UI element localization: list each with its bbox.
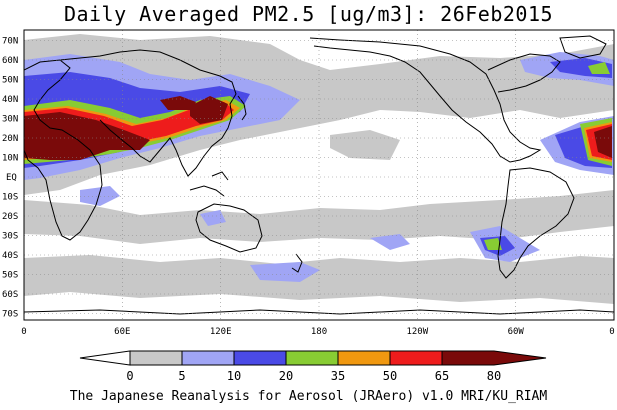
- coastlines: [24, 35, 614, 315]
- pm25-band-80-plus: [24, 96, 612, 160]
- colorbar-label: 10: [227, 369, 241, 383]
- colorbar-swatch: [441, 350, 547, 366]
- colorbar-swatch: [285, 350, 339, 366]
- lat-label: 10N: [2, 154, 18, 164]
- colorbar-swatch: [79, 350, 131, 366]
- colorbar-swatch: [129, 350, 183, 366]
- map-frame: [23, 29, 615, 321]
- colorbar-label: 0: [126, 369, 133, 383]
- latitude-labels: 70N 60N 50N 40N 30N 20N 10N EQ 10S 20S 3…: [2, 37, 18, 320]
- colorbar-label: 20: [279, 369, 293, 383]
- colorbar-label: 65: [435, 369, 449, 383]
- lon-label: 180: [311, 327, 327, 337]
- lat-label: EQ: [6, 173, 17, 183]
- lat-label: 40N: [2, 95, 18, 105]
- lat-label: 60S: [2, 290, 18, 300]
- map-panel: [24, 30, 614, 320]
- lat-label: 30N: [2, 115, 18, 125]
- lat-label: 70S: [2, 310, 18, 320]
- lat-label: 10S: [2, 193, 18, 203]
- lon-label: 60E: [114, 327, 130, 337]
- colorbar-swatch: [337, 350, 391, 366]
- longitude-labels: 0 60E 120E 180 120W 60W 0: [21, 327, 614, 337]
- lat-lon-grid: [24, 30, 614, 320]
- colorbar-swatch: [233, 350, 287, 366]
- lat-label: 20N: [2, 134, 18, 144]
- lon-label: 120W: [406, 327, 428, 337]
- colorbar-swatch: [389, 350, 443, 366]
- lat-label: 50N: [2, 76, 18, 86]
- lon-label: 60W: [508, 327, 525, 337]
- lat-label: 30S: [2, 232, 18, 242]
- lat-label: 40S: [2, 251, 18, 261]
- colorbar-label: 80: [487, 369, 501, 383]
- colorbar-label: 35: [331, 369, 345, 383]
- lat-label: 60N: [2, 56, 18, 66]
- lat-label: 70N: [2, 37, 18, 47]
- lat-label: 50S: [2, 271, 18, 281]
- colorbar-swatch: [181, 350, 235, 366]
- footer-credit: The Japanese Reanalysis for Aerosol (JRA…: [69, 389, 548, 404]
- lon-label: 0: [21, 327, 26, 337]
- colorbar-label: 5: [178, 369, 185, 383]
- colorbar: 0 5 10 20 35 50 65 80: [79, 350, 547, 383]
- lon-label: 0: [609, 327, 614, 337]
- colorbar-label: 50: [383, 369, 397, 383]
- lat-label: 20S: [2, 212, 18, 222]
- lon-label: 120E: [210, 327, 232, 337]
- map-title: Daily Averaged PM2.5 [ug/m3]: 26Feb2015: [63, 2, 554, 26]
